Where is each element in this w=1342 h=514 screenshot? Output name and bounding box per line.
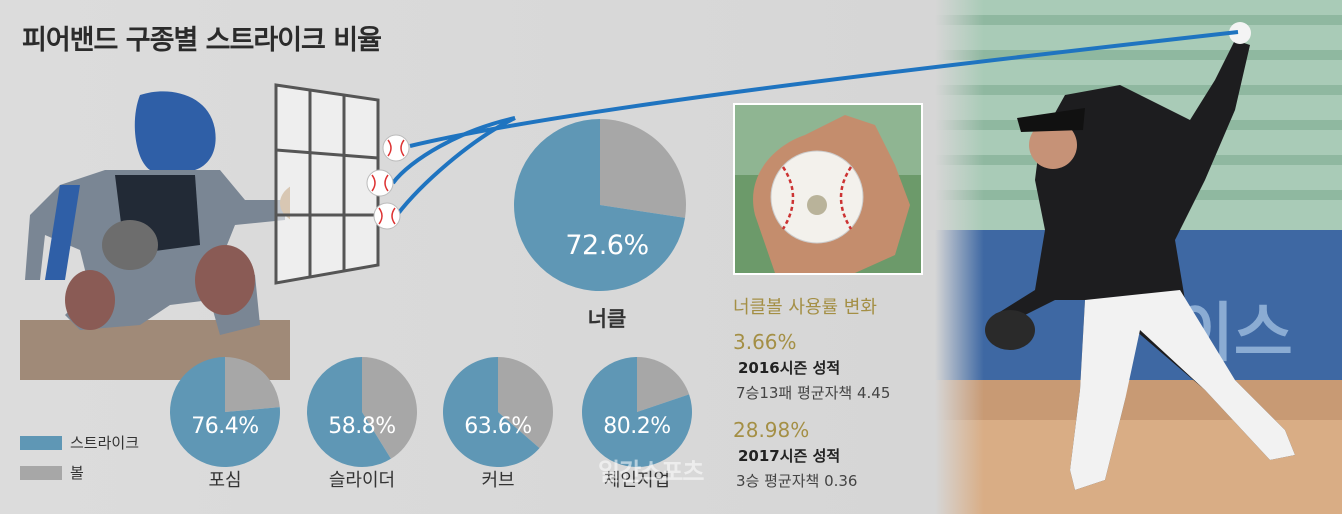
pie-label-slider: 슬라이더 bbox=[328, 470, 396, 491]
baseball-icon bbox=[382, 134, 410, 162]
pie-value-knuckle: 72.6% bbox=[565, 230, 649, 261]
knuckle-usage-title: 너클볼 사용률 변화 bbox=[733, 297, 877, 318]
pie-slice-strike-changeup bbox=[581, 357, 692, 467]
catcher-photo bbox=[20, 75, 290, 380]
pie-value-changeup: 80.2% bbox=[603, 414, 671, 439]
usage-rate-2016: 3.66% bbox=[733, 330, 797, 354]
pie-slice-strike-fourseam bbox=[170, 357, 280, 467]
pie-value-fourseam: 76.4% bbox=[191, 414, 259, 439]
pie-slice-ball-changeup bbox=[637, 357, 690, 412]
watermark: 일간스포츠 bbox=[598, 458, 704, 486]
pie-slice-ball-fourseam bbox=[225, 357, 280, 412]
legend-label: 볼 bbox=[70, 464, 84, 482]
pie-slice-ball-curve bbox=[498, 357, 553, 449]
season-label-2016: 2016시즌 성적 bbox=[738, 359, 841, 377]
knuckleball-grip-photo bbox=[733, 103, 923, 275]
pie-slice-strike-curve bbox=[443, 357, 540, 467]
pie-slice-strike-knuckle bbox=[514, 119, 686, 291]
baseball-icon bbox=[366, 169, 394, 197]
usage-rate-2017: 28.98% bbox=[733, 418, 810, 442]
legend-ball: 볼 bbox=[20, 462, 84, 483]
legend-strike: 스트라이크 bbox=[20, 432, 139, 453]
pie-slice-ball-knuckle bbox=[600, 119, 687, 218]
pie-label-curve: 커브 bbox=[481, 470, 515, 491]
pie-slice-ball-slider bbox=[362, 357, 417, 459]
pie-value-slider: 58.8% bbox=[328, 414, 396, 439]
pie-label-fourseam: 포심 bbox=[208, 470, 242, 491]
season-record-2017: 3승 평균자책 0.36 bbox=[736, 472, 858, 490]
legend-swatch bbox=[20, 435, 62, 450]
season-label-2017: 2017시즌 성적 bbox=[738, 447, 841, 465]
baseball-icon bbox=[373, 202, 401, 230]
pie-value-curve: 63.6% bbox=[464, 414, 532, 439]
legend-label: 스트라이크 bbox=[70, 434, 140, 452]
pie-slice-strike-slider bbox=[306, 357, 391, 468]
legend-swatch bbox=[20, 465, 62, 480]
pie-label-changeup: 체인지업 bbox=[603, 470, 671, 491]
pitcher-photo: 이스 bbox=[935, 0, 1342, 514]
chart-title: 피어밴드 구종별 스트라이크 비율 bbox=[22, 25, 382, 56]
season-record-2016: 7승13패 평균자책 4.45 bbox=[736, 384, 891, 402]
pie-label-knuckle: 너클 bbox=[587, 307, 627, 331]
